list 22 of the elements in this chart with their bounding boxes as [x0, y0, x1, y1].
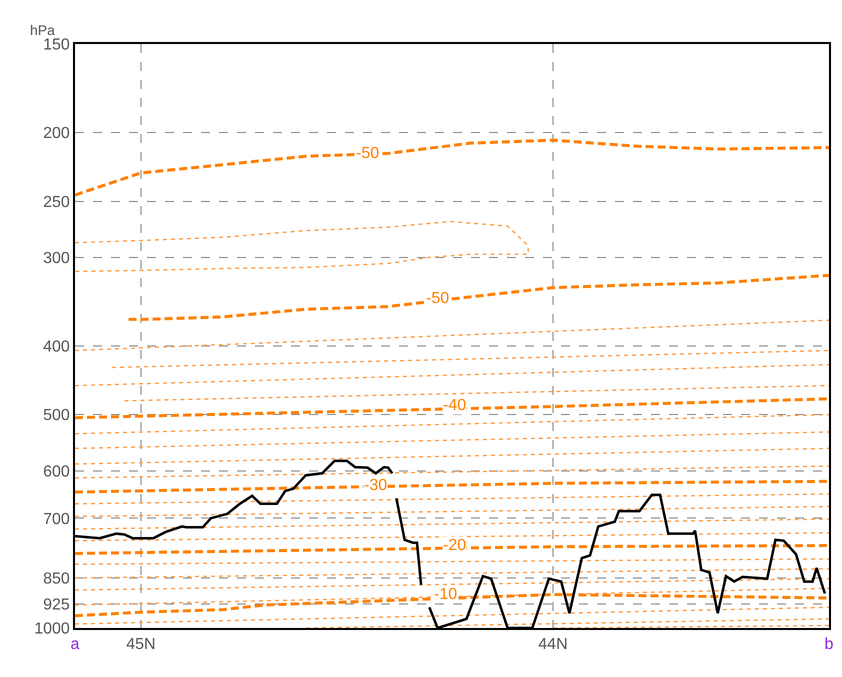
annotation: -40	[443, 397, 466, 414]
y-tick-label: 250	[43, 194, 70, 211]
y-tick-label: 600	[43, 463, 70, 480]
y-tick-label: 300	[43, 250, 70, 267]
annotation: -50	[356, 145, 380, 162]
y-tick-label: 1000	[34, 620, 70, 638]
x-tick-label: 45N	[126, 636, 156, 654]
y-tick-label: 400	[43, 338, 70, 356]
y-axis-title: hPa	[30, 22, 56, 38]
y-tick-label: 200	[43, 125, 70, 142]
y-tick-label: 700	[43, 510, 70, 528]
annotation: -20	[443, 537, 466, 554]
y-tick-label: 925	[43, 596, 70, 614]
x-tick-label: b	[824, 636, 834, 654]
x-tick-label: a	[70, 636, 80, 654]
annotation: -30	[364, 477, 388, 494]
y-tick-label: 850	[43, 570, 70, 588]
y-tick-label: 500	[43, 407, 70, 424]
y-tick-label: 150	[43, 36, 70, 54]
x-tick-label: 44N	[538, 636, 568, 654]
annotation: -50	[426, 290, 450, 307]
annotation: -10	[434, 586, 458, 603]
